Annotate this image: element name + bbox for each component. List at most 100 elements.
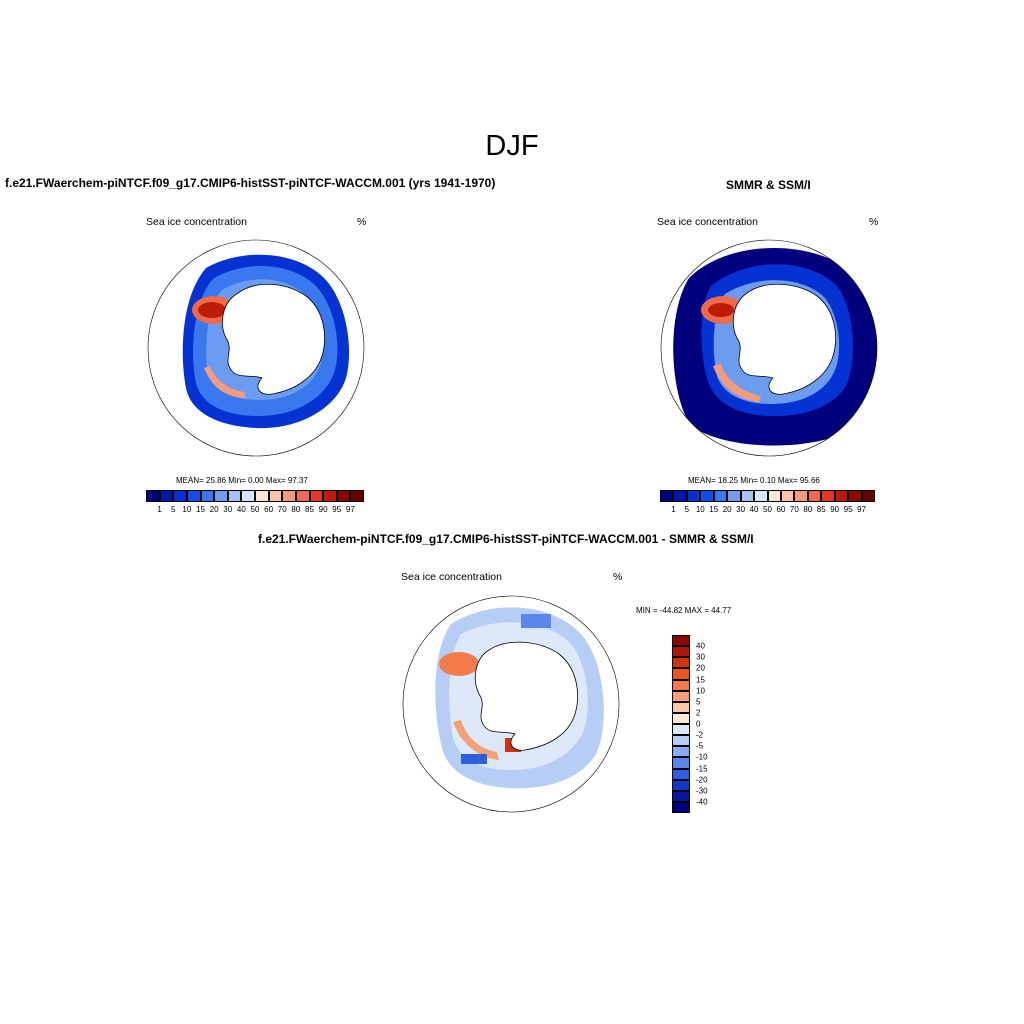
panel2-polar-map (660, 239, 878, 457)
panel3-title: f.e21.FWaerchem-piNTCF.f09_g17.CMIP6-his… (258, 532, 754, 546)
colorbar-cell (268, 490, 283, 502)
panel3-colorbar-ticks: 40 30 20 15 10 5 2 0 -2 -5 -10 -15 -20 -30 -40 (696, 635, 726, 813)
colorbar-tick-label: 15 (196, 505, 205, 514)
colorbar-cell (672, 701, 690, 713)
panel3-units-label: % (613, 571, 623, 583)
colorbar-cell (834, 490, 849, 502)
panel1-antarctica (222, 283, 325, 395)
colorbar-cell (214, 490, 228, 502)
colorbar-cell (754, 490, 768, 502)
figure-title: DJF (485, 130, 539, 162)
colorbar-cell (146, 490, 160, 502)
colorbar-tick-label: 95 (332, 505, 342, 514)
colorbar-tick-label: 1 (671, 505, 676, 514)
panel2-ross-band (713, 364, 761, 402)
colorbar-tick-label: 60 (776, 505, 786, 514)
colorbar-tick-label: 30 (736, 505, 746, 514)
colorbar-tick-label: 50 (250, 505, 260, 514)
colorbar-tick-label: 15 (696, 675, 705, 684)
colorbar-tick-label: 60 (264, 505, 274, 514)
panel3-variable-label: Sea ice concentration (401, 571, 502, 583)
colorbar-cell (350, 490, 364, 502)
panel1-polar-map (147, 239, 365, 457)
colorbar-cell (672, 746, 690, 758)
colorbar-cell (282, 490, 296, 502)
colorbar-cell (672, 712, 690, 724)
colorbar-cell (740, 490, 755, 502)
colorbar-cell (672, 646, 690, 658)
colorbar-cell (255, 490, 269, 502)
panel3-antarctica (474, 641, 578, 751)
colorbar-tick-label: -15 (696, 764, 708, 773)
colorbar-cell (336, 490, 351, 502)
colorbar-cell (807, 490, 822, 502)
panel2-units-label: % (869, 216, 879, 228)
colorbar-tick-label: 95 (843, 505, 853, 514)
colorbar-tick-label: -10 (696, 752, 708, 762)
colorbar-cell (672, 790, 690, 802)
colorbar-tick-label: 20 (696, 663, 705, 673)
colorbar-cell (672, 735, 690, 747)
colorbar-cell (672, 657, 690, 669)
colorbar-cell (700, 490, 714, 502)
colorbar-tick-label: 97 (857, 505, 867, 514)
colorbar-tick-label: 10 (695, 505, 705, 514)
colorbar-cell (861, 490, 875, 502)
colorbar-tick-label: 15 (709, 505, 719, 514)
colorbar-tick-label: 10 (182, 505, 192, 514)
colorbar-cell (848, 490, 862, 502)
panel3-weddell-positive (439, 652, 479, 676)
colorbar-tick-label: 30 (696, 652, 705, 662)
panel2-title: SMMR & SSM/I (726, 178, 811, 192)
colorbar-cell (200, 490, 215, 502)
colorbar-tick-label: 40 (749, 505, 759, 514)
colorbar-cell (660, 490, 674, 502)
colorbar-tick-label: -20 (696, 775, 708, 785)
colorbar-cell (241, 490, 255, 502)
colorbar-tick-label: 97 (345, 505, 355, 514)
colorbar-tick-label: 30 (223, 505, 233, 514)
colorbar-tick-label: -2 (696, 730, 704, 740)
colorbar-cell (672, 668, 690, 680)
colorbar-tick-label: 85 (305, 505, 314, 514)
colorbar-tick-label: 70 (789, 505, 799, 514)
colorbar-cell (672, 768, 690, 780)
panel1-colorbar (146, 490, 364, 502)
colorbar-cell (767, 490, 781, 502)
colorbar-tick-label: 5 (171, 505, 176, 514)
colorbar-tick-label: 90 (830, 505, 840, 514)
panel1-variable-label: Sea ice concentration (146, 216, 247, 228)
colorbar-cell (173, 490, 187, 502)
panel2-variable-label: Sea ice concentration (657, 216, 758, 228)
panel1-units-label: % (357, 216, 367, 228)
colorbar-cell (673, 490, 687, 502)
colorbar-tick-label: 85 (816, 505, 826, 514)
panel2-stats: MEAN= 18.25 Min= 0.10 Max= 95.66 (688, 476, 820, 485)
colorbar-tick-label: -30 (696, 786, 708, 796)
panel1-stats: MEAN= 25.86 Min= 0.00 Max= 97.37 (176, 476, 308, 485)
colorbar-cell (672, 801, 690, 813)
colorbar-cell (323, 490, 337, 502)
colorbar-cell (672, 724, 690, 736)
colorbar-cell (672, 679, 690, 691)
colorbar-tick-label: 80 (803, 505, 813, 514)
colorbar-tick-label: 20 (209, 505, 219, 514)
colorbar-cell (159, 490, 174, 502)
colorbar-tick-label: 10 (696, 686, 705, 696)
colorbar-tick-label: 90 (318, 505, 328, 514)
colorbar-tick-label: 70 (277, 505, 287, 514)
colorbar-cell (672, 779, 690, 791)
panel3-negative-patch-1 (521, 614, 551, 628)
colorbar-cell (794, 490, 808, 502)
colorbar-tick-label: 80 (291, 505, 301, 514)
colorbar-cell (780, 490, 795, 502)
colorbar-tick-label: 5 (696, 697, 701, 707)
panel3-stats: MIN = -44.82 MAX = 44.77 (636, 606, 732, 615)
panel2-antarctica (732, 283, 836, 395)
colorbar-cell (672, 757, 690, 769)
colorbar-cell (309, 490, 324, 502)
panel2-colorbar (660, 490, 875, 502)
colorbar-tick-label: 1 (157, 505, 162, 514)
colorbar-tick-label: 20 (722, 505, 732, 514)
colorbar-tick-label: 5 (684, 505, 690, 514)
